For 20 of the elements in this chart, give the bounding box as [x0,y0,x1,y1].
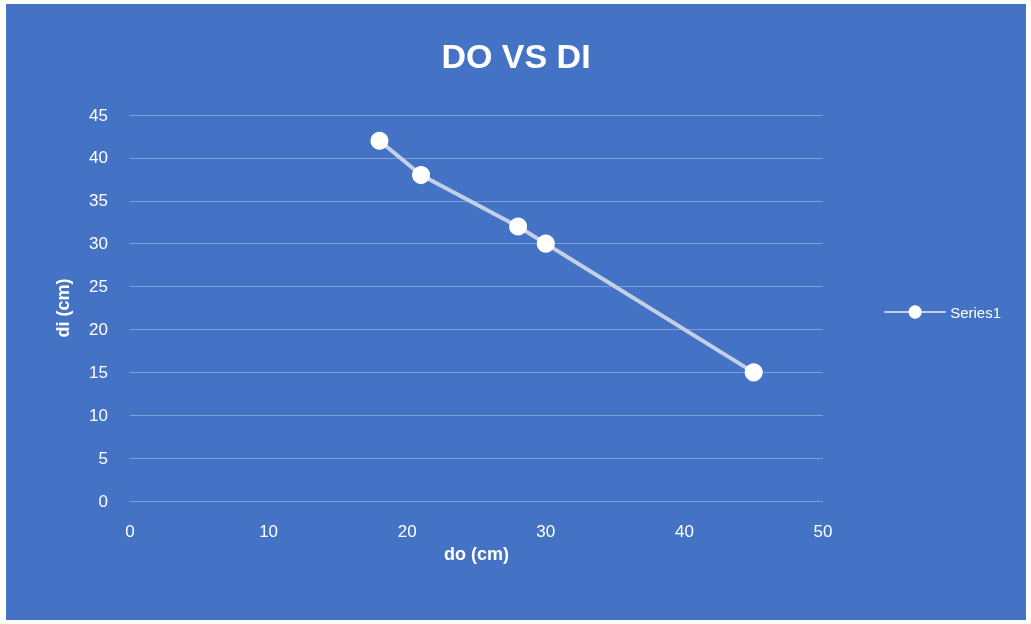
x-tick-label: 0 [125,522,135,541]
x-tick-label: 20 [397,522,417,541]
y-tick-label: 15 [89,362,108,382]
y-axis-title: di (cm) [53,278,73,338]
y-tick-label: 40 [89,148,108,168]
y-tick-label: 0 [98,491,108,511]
y-tick-label: 30 [89,234,108,254]
y-tick-label: 20 [89,319,108,339]
y-tick-label: 45 [89,105,108,125]
x-tick-label: 10 [259,522,279,541]
y-tick-label: 25 [89,277,108,297]
y-tick-label: 10 [89,405,108,425]
y-tick-label: 35 [89,191,108,211]
x-tick-label: 30 [536,522,556,541]
y-tick-label: 5 [98,448,108,468]
x-tick-label: 40 [674,522,694,541]
legend-label: Series1 [950,303,1001,321]
chart-title: DO VS DI [441,37,591,75]
x-axis-title: do (cm) [444,544,509,564]
x-tick-label: 50 [813,522,833,541]
